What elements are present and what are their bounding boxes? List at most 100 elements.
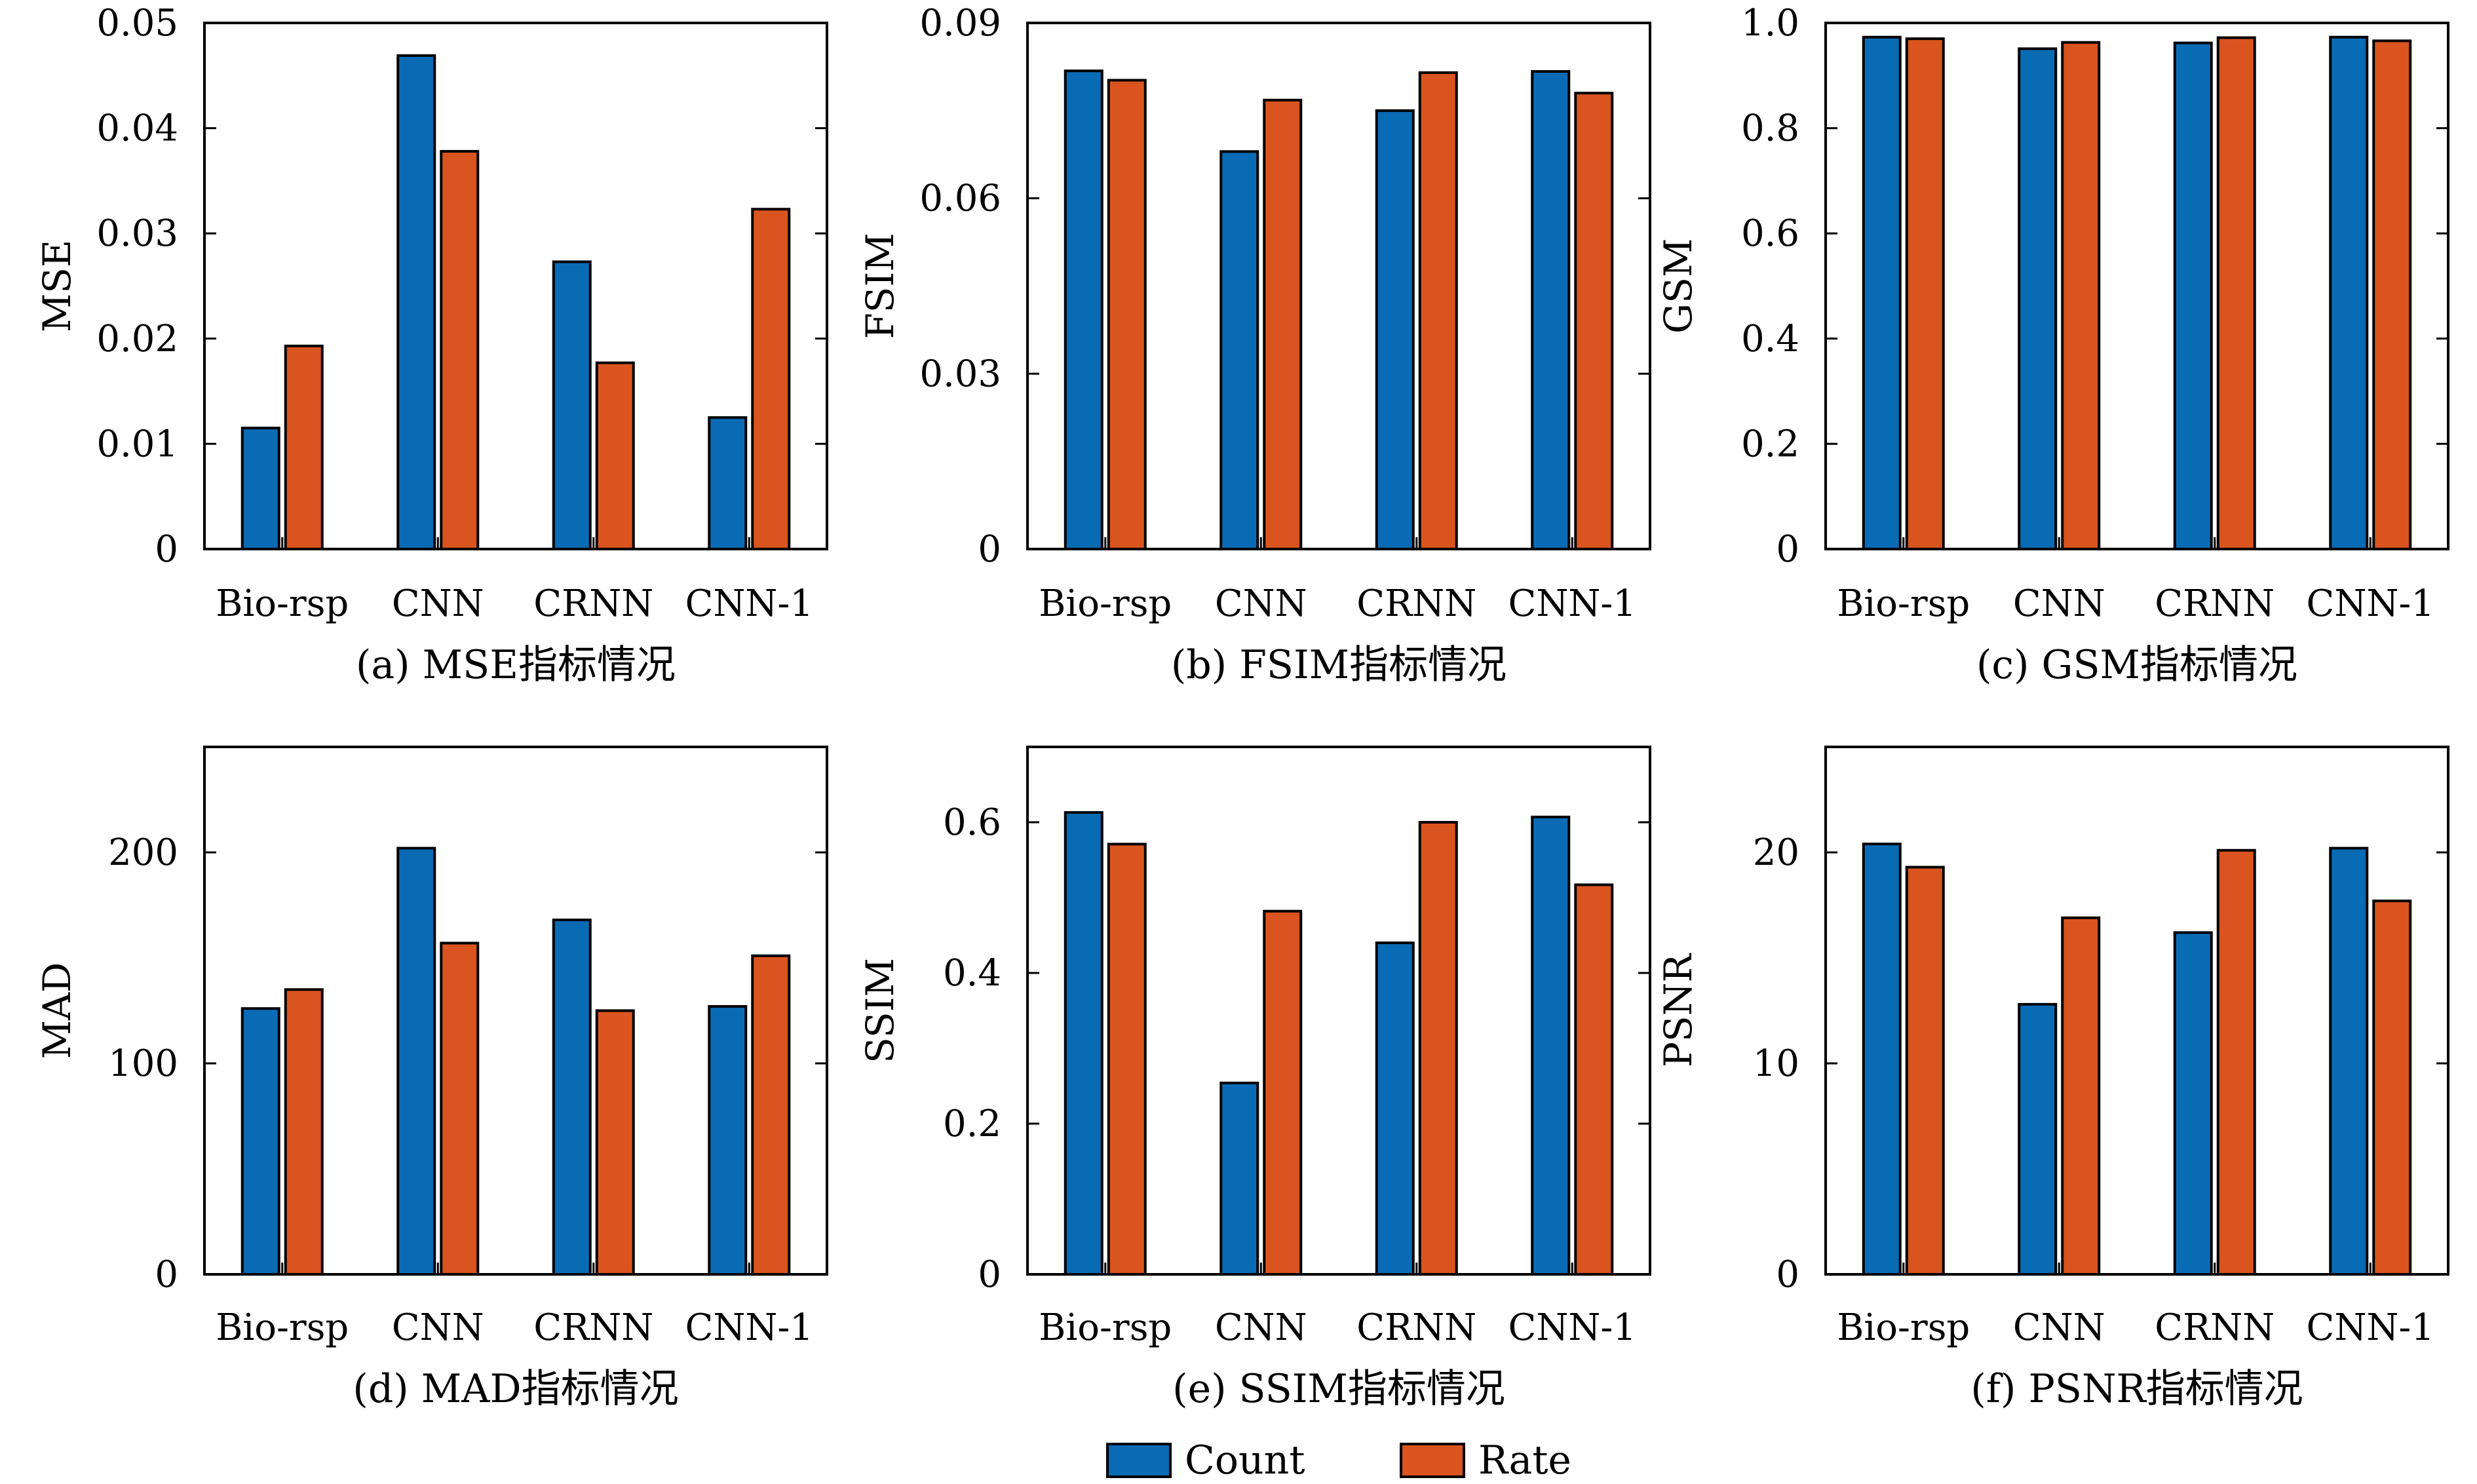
y-tick-label: 0.02 <box>96 318 178 360</box>
bar-count-cnn-1 <box>2329 847 2369 1276</box>
y-tick-label: 0 <box>978 528 1001 571</box>
x-tick-label: CNN <box>392 582 484 625</box>
y-axis-label: MSE <box>35 240 79 332</box>
legend-label-count: Count <box>1185 1437 1305 1483</box>
y-tick-label: 0.8 <box>1741 107 1799 150</box>
bar-count-crnn <box>2173 931 2213 1276</box>
plot-frame <box>203 746 828 1276</box>
chart-caption: (c) GSM指标情况 <box>1976 642 2297 688</box>
bar-rate-bio-rsp <box>284 345 324 550</box>
bar-rate-cnn-1 <box>2372 900 2412 1276</box>
x-tick-label: CRNN <box>2155 1306 2275 1349</box>
x-tick-label: Bio-rsp <box>1837 582 1970 625</box>
x-tick-label: CNN-1 <box>2307 582 2434 625</box>
chart-panel-psnr: 0 10 20 Bio-rsp CNN CRNN CNN-1 PSNR (f) PSNR指标情况 <box>1656 746 2449 1412</box>
bar-rate-bio-rsp <box>1905 866 1945 1276</box>
y-tick-label: 0.6 <box>943 801 1001 844</box>
bar-rate-cnn <box>1263 98 1303 551</box>
bar-count-cnn <box>1219 150 1259 551</box>
y-tick-label: 0 <box>978 1253 1001 1296</box>
y-tick-label: 0.4 <box>943 952 1001 995</box>
bar-rate-crnn <box>1418 71 1458 551</box>
y-axis-label: MAD <box>35 962 79 1059</box>
bar-rate-cnn <box>440 942 480 1276</box>
bar-count-crnn <box>1375 109 1415 551</box>
x-tick-label: CRNN <box>1356 1306 1476 1349</box>
legend-swatch-rate <box>1400 1443 1465 1478</box>
x-tick-label: CNN <box>1215 1306 1307 1349</box>
chart-panel-ssim: 0 0.2 0.4 0.6 Bio-rsp CNN CRNN CNN-1 SSIM (e) SSI… <box>858 746 1651 1412</box>
bar-count-cnn <box>1219 1081 1259 1276</box>
bar-rate-cnn-1 <box>2372 39 2412 550</box>
y-tick-label: 200 <box>108 831 178 874</box>
bar-count-cnn <box>2018 1002 2058 1276</box>
y-tick-label: 0.6 <box>1741 212 1799 255</box>
x-tick-label: CNN-1 <box>1508 1306 1636 1349</box>
bar-rate-bio-rsp <box>1905 37 1945 550</box>
bar-rate-bio-rsp <box>1107 843 1147 1276</box>
y-axis-label: FSIM <box>858 233 902 339</box>
bar-rate-cnn-1 <box>751 954 791 1276</box>
x-tick-label: CNN-1 <box>685 1306 813 1349</box>
y-tick-label: 0.03 <box>96 212 178 255</box>
y-tick-label: 0.4 <box>1741 318 1799 360</box>
y-tick-label: 0 <box>1776 1253 1799 1296</box>
plot-frame <box>1824 746 2449 1276</box>
y-axis-label: PSNR <box>1656 953 1700 1068</box>
bar-count-crnn <box>1375 942 1415 1276</box>
x-tick-label: Bio-rsp <box>1039 1306 1172 1349</box>
bar-count-cnn <box>2018 47 2058 551</box>
bar-rate-cnn-1 <box>1574 92 1614 551</box>
legend-label-rate: Rate <box>1478 1437 1571 1483</box>
bar-count-cnn-1 <box>1531 815 1571 1276</box>
bar-rate-bio-rsp <box>284 988 324 1276</box>
x-tick-label: Bio-rsp <box>1039 582 1172 625</box>
chart-caption: (a) MSE指标情况 <box>356 642 676 688</box>
bar-count-bio-rsp <box>1862 843 1902 1276</box>
bar-count-crnn <box>552 919 592 1276</box>
y-tick-label: 0.06 <box>919 178 1001 220</box>
bar-count-cnn <box>396 54 436 550</box>
bar-count-crnn <box>552 260 592 550</box>
chart-panel-mse: 0 0.01 0.02 0.03 0.04 0.05 Bio-rsp CNN CRNN CNN-1… <box>35 2 828 688</box>
x-tick-label: CNN <box>392 1306 484 1349</box>
chart-caption: (b) FSIM指标情况 <box>1171 642 1507 688</box>
chart-caption: (d) MAD指标情况 <box>353 1366 678 1412</box>
x-tick-label: CRNN <box>533 582 653 625</box>
bar-count-bio-rsp <box>1862 35 1902 550</box>
x-tick-label: Bio-rsp <box>1837 1306 1970 1349</box>
x-tick-label: CNN-1 <box>1508 582 1636 625</box>
plot-frame <box>203 22 828 550</box>
bar-count-cnn-1 <box>708 416 748 550</box>
bar-rate-crnn <box>2216 36 2256 550</box>
x-tick-label: CNN-1 <box>2307 1306 2434 1349</box>
y-tick-label: 0 <box>155 528 178 571</box>
legend: Count Rate <box>1106 1437 1571 1483</box>
x-tick-label: Bio-rsp <box>216 1306 349 1349</box>
bar-rate-crnn <box>1418 821 1458 1276</box>
bar-count-bio-rsp <box>1064 811 1104 1276</box>
bar-count-bio-rsp <box>240 1007 280 1276</box>
bar-rate-cnn <box>2061 916 2101 1276</box>
y-tick-label: 0 <box>155 1253 178 1296</box>
plot-frame <box>1026 746 1651 1276</box>
y-axis-label: GSM <box>1656 238 1700 333</box>
bar-count-cnn-1 <box>1531 70 1571 550</box>
y-tick-label: 1.0 <box>1741 2 1799 45</box>
chart-caption: (e) SSIM指标情况 <box>1172 1366 1505 1412</box>
bar-rate-cnn <box>1263 909 1303 1276</box>
x-tick-label: CNN <box>1215 582 1307 625</box>
bar-count-cnn-1 <box>2329 35 2369 550</box>
y-tick-label: 0.03 <box>919 352 1001 395</box>
y-tick-label: 0.01 <box>96 423 178 465</box>
chart-panel-mad: 0 100 200 Bio-rsp CNN CRNN CNN-1 MAD (d) MAD指标情况 <box>35 746 828 1412</box>
x-tick-label: CRNN <box>1356 582 1476 625</box>
bar-count-crnn <box>2173 41 2213 551</box>
y-tick-label: 100 <box>108 1042 178 1085</box>
chart-caption: (f) PSNR指标情况 <box>1970 1366 2303 1412</box>
y-tick-label: 0.2 <box>943 1103 1001 1145</box>
y-tick-label: 0.2 <box>1741 423 1799 465</box>
y-tick-label: 0.09 <box>919 2 1001 45</box>
x-tick-label: Bio-rsp <box>216 582 349 625</box>
legend-swatch-count <box>1106 1443 1172 1478</box>
